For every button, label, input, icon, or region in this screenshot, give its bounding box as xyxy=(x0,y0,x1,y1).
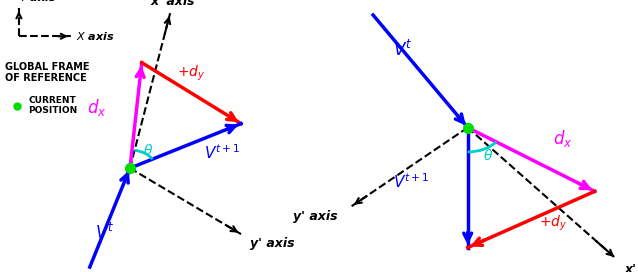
Text: $X$ axis: $X$ axis xyxy=(76,30,114,42)
Text: $d_x$: $d_x$ xyxy=(553,128,572,149)
Text: x' axis: x' axis xyxy=(625,263,638,272)
Text: x' axis: x' axis xyxy=(150,0,195,8)
Text: $\theta$: $\theta$ xyxy=(143,143,153,158)
Text: $V^{t+1}$: $V^{t+1}$ xyxy=(204,143,241,162)
Text: y' axis: y' axis xyxy=(293,210,338,223)
Text: $+d_y$: $+d_y$ xyxy=(539,214,568,233)
Text: $d_x$: $d_x$ xyxy=(87,97,107,118)
Text: $\theta$: $\theta$ xyxy=(484,148,494,163)
Text: $+d_y$: $+d_y$ xyxy=(177,64,205,83)
Text: $V^t$: $V^t$ xyxy=(394,40,413,60)
Text: $V^{t+1}$: $V^{t+1}$ xyxy=(393,172,430,191)
Text: CURRENT
POSITION: CURRENT POSITION xyxy=(28,96,78,115)
Text: $V^t$: $V^t$ xyxy=(94,223,114,243)
Text: GLOBAL FRAME
OF REFERENCE: GLOBAL FRAME OF REFERENCE xyxy=(4,62,89,83)
Text: y' axis: y' axis xyxy=(251,237,295,251)
Text: $Y$ axis: $Y$ axis xyxy=(19,0,56,3)
